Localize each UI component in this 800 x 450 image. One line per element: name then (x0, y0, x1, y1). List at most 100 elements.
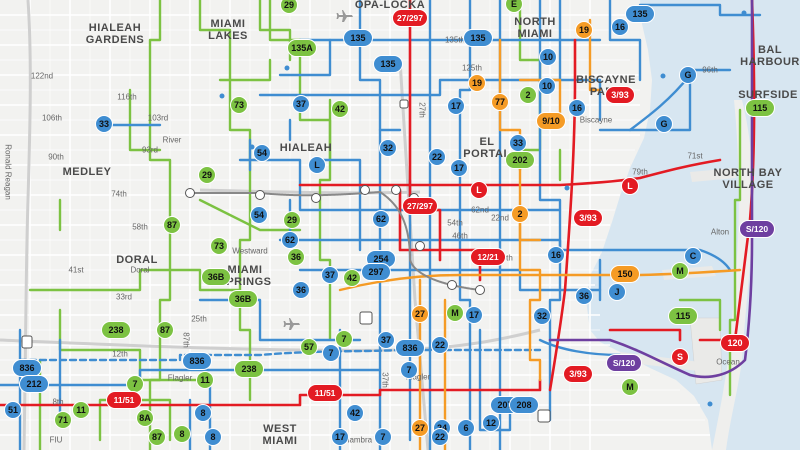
route-badge-r33b[interactable]: 33 (509, 134, 527, 152)
route-badge-rJ[interactable]: J (608, 283, 626, 301)
route-badge-r16a[interactable]: 16 (611, 18, 629, 36)
route-badge-r36b[interactable]: 36 (292, 281, 310, 299)
route-badge-r7c[interactable]: 7 (400, 361, 418, 379)
route-badge-r836c[interactable]: 836 (182, 352, 212, 370)
route-badge-r11_51a[interactable]: 11/51 (106, 391, 142, 409)
route-badge-rEa[interactable]: E (505, 0, 523, 13)
route-badge-r8a[interactable]: 8 (194, 404, 212, 422)
route-badge-r9_10[interactable]: 9/10 (536, 112, 566, 130)
route-badge-r202[interactable]: 202 (505, 151, 535, 169)
route-badge-r11_51b[interactable]: 11/51 (307, 384, 343, 402)
route-badge-r27_297a[interactable]: 27/297 (392, 9, 428, 27)
route-badge-r7b[interactable]: 7 (322, 344, 340, 362)
route-badge-r115b[interactable]: 115 (668, 307, 698, 325)
route-badge-rM2[interactable]: M (446, 304, 464, 322)
route-badge-r7a[interactable]: 7 (335, 330, 353, 348)
route-badge-r29b[interactable]: 29 (198, 166, 216, 184)
route-badge-rS120a[interactable]: S/120 (739, 220, 775, 238)
route-badge-r22c[interactable]: 22 (431, 428, 449, 446)
route-badge-r238a[interactable]: 238 (101, 321, 131, 339)
route-badge-r10b[interactable]: 10 (538, 77, 556, 95)
route-badge-r77[interactable]: 77 (491, 93, 509, 111)
route-badge-r135A[interactable]: 135A (287, 39, 317, 57)
route-badge-r36B2[interactable]: 36B (228, 290, 258, 308)
route-badge-r3_93a[interactable]: 3/93 (605, 86, 635, 104)
route-badge-r150[interactable]: 150 (610, 265, 640, 283)
route-badge-r42b[interactable]: 42 (343, 269, 361, 287)
route-badge-r10a[interactable]: 10 (539, 48, 557, 66)
route-badge-r51[interactable]: 51 (4, 401, 22, 419)
route-badge-r32b[interactable]: 32 (533, 307, 551, 325)
route-badge-r2a[interactable]: 2 (519, 86, 537, 104)
route-badge-rLc[interactable]: L (621, 177, 639, 195)
route-badge-r19b[interactable]: 19 (468, 74, 486, 92)
route-badge-r115a[interactable]: 115 (745, 99, 775, 117)
route-badge-r27b[interactable]: 27 (411, 419, 429, 437)
route-badge-r27_297b[interactable]: 27/297 (402, 197, 438, 215)
route-badge-r135c[interactable]: 135 (463, 29, 493, 47)
route-badge-r22a[interactable]: 22 (428, 148, 446, 166)
route-badge-r42c[interactable]: 42 (346, 404, 364, 422)
route-badge-r3_93c[interactable]: 3/93 (563, 365, 593, 383)
route-badge-r135d[interactable]: 135 (373, 55, 403, 73)
route-badge-r8b[interactable]: 8 (173, 425, 191, 443)
route-badge-r87c[interactable]: 87 (148, 428, 166, 446)
route-badge-r11a[interactable]: 11 (196, 371, 214, 389)
route-badge-r87b[interactable]: 87 (156, 321, 174, 339)
route-badge-r7e[interactable]: 7 (374, 428, 392, 446)
route-badge-r29a[interactable]: 29 (280, 0, 298, 14)
route-badge-r37c[interactable]: 37 (377, 331, 395, 349)
route-badge-r71[interactable]: 71 (54, 411, 72, 429)
route-badge-r54b[interactable]: 54 (250, 206, 268, 224)
route-badge-r17b[interactable]: 17 (450, 159, 468, 177)
route-badge-rS120b[interactable]: S/120 (606, 354, 642, 372)
route-badge-rM1[interactable]: M (671, 262, 689, 280)
route-badge-r208[interactable]: 208 (509, 396, 539, 414)
route-badge-rGa[interactable]: G (679, 66, 697, 84)
route-badge-r3_93b[interactable]: 3/93 (573, 209, 603, 227)
route-badge-r37a[interactable]: 37 (292, 95, 310, 113)
route-badge-rS[interactable]: S (671, 348, 689, 366)
route-badge-r42a[interactable]: 42 (331, 100, 349, 118)
route-badge-r37b[interactable]: 37 (321, 266, 339, 284)
route-badge-rLa[interactable]: L (308, 156, 326, 174)
route-badge-rGb[interactable]: G (655, 115, 673, 133)
route-badge-r36B1[interactable]: 36B (201, 268, 231, 286)
route-badge-r120[interactable]: 120 (720, 334, 750, 352)
route-badge-r11b[interactable]: 11 (72, 401, 90, 419)
route-badge-rM3[interactable]: M (621, 378, 639, 396)
route-badge-r135b[interactable]: 135 (625, 5, 655, 23)
route-badge-r27a[interactable]: 27 (411, 305, 429, 323)
route-badge-r135a[interactable]: 135 (343, 29, 373, 47)
route-badge-r12[interactable]: 12 (482, 414, 500, 432)
route-badge-r17c[interactable]: 17 (465, 306, 483, 324)
route-badge-rLb[interactable]: L (470, 181, 488, 199)
route-badge-r2b[interactable]: 2 (511, 205, 529, 223)
route-badge-r12_21[interactable]: 12/21 (470, 248, 506, 266)
route-badge-r62a[interactable]: 62 (372, 210, 390, 228)
route-badge-r8c[interactable]: 8 (204, 428, 222, 446)
route-badge-r212[interactable]: 212 (19, 375, 49, 393)
route-badge-r22b[interactable]: 22 (431, 336, 449, 354)
route-badge-r19a[interactable]: 19 (575, 21, 593, 39)
route-badge-r33a[interactable]: 33 (95, 115, 113, 133)
route-badge-r17a[interactable]: 17 (447, 97, 465, 115)
route-badge-r836a[interactable]: 836 (395, 339, 425, 357)
route-badge-r36c[interactable]: 36 (575, 287, 593, 305)
route-badge-r16b[interactable]: 16 (568, 99, 586, 117)
route-badge-r73b[interactable]: 73 (210, 237, 228, 255)
route-badge-r62b[interactable]: 62 (281, 231, 299, 249)
route-badge-rC[interactable]: C (684, 247, 702, 265)
route-badge-r54a[interactable]: 54 (253, 144, 271, 162)
route-badge-r238b[interactable]: 238 (234, 360, 264, 378)
route-badge-r36a[interactable]: 36 (287, 248, 305, 266)
route-badge-r6[interactable]: 6 (457, 419, 475, 437)
route-badge-r73a[interactable]: 73 (230, 96, 248, 114)
route-badge-r16c[interactable]: 16 (547, 246, 565, 264)
route-badge-r87a[interactable]: 87 (163, 216, 181, 234)
route-badge-r17d[interactable]: 17 (331, 428, 349, 446)
route-badge-r297[interactable]: 297 (361, 263, 391, 281)
route-badge-r57[interactable]: 57 (300, 338, 318, 356)
route-badge-r8A[interactable]: 8A (136, 409, 154, 427)
